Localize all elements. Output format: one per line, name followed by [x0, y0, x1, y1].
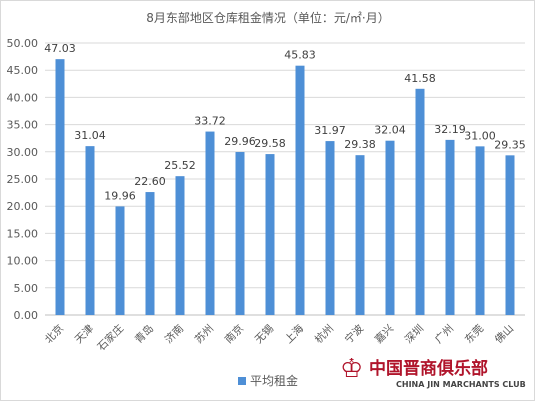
x-category-label: 广州: [433, 323, 456, 346]
bar: [235, 152, 245, 315]
bar: [295, 65, 305, 315]
y-tick-label: 10.00: [7, 255, 39, 268]
bar: [85, 146, 95, 315]
x-axis-labels: 北京 天津 石家庄 青岛 济南 苏州 南京 无锡 上海 杭州 宁波 嘉兴 深圳 广州 东莞 佛山: [42, 322, 516, 354]
x-category-label: 佛山: [492, 322, 516, 346]
x-category-label: 无锡: [252, 322, 276, 346]
bar: [475, 146, 485, 315]
y-tick-label: 25.00: [7, 173, 39, 186]
bar: [385, 140, 395, 315]
x-category-label: 东莞: [462, 322, 486, 346]
chart-title: 8月东部地区仓库租金情况（单位：元/㎡·月）: [146, 10, 390, 25]
data-label: 29.35: [494, 138, 526, 151]
data-label: 29.58: [254, 137, 286, 150]
data-label: 45.83: [284, 49, 316, 62]
bar: [325, 141, 335, 315]
x-category-label: 嘉兴: [372, 322, 396, 346]
data-label: 31.97: [314, 124, 346, 137]
bar: [145, 192, 155, 315]
data-label: 31.04: [74, 129, 106, 142]
x-category-label: 杭州: [312, 322, 336, 346]
bar: [55, 59, 65, 315]
legend: 平均租金: [238, 373, 298, 388]
bar: [115, 206, 125, 315]
watermark-cn: 中国晋商俱乐部: [369, 358, 488, 379]
y-tick-label: 0.00: [14, 309, 39, 322]
data-label: 19.96: [104, 189, 136, 202]
data-label: 22.60: [134, 175, 166, 188]
x-category-label: 上海: [282, 322, 306, 346]
data-label: 29.38: [344, 138, 376, 151]
y-axis-ticks: 0.00 5.00 10.00 15.00 20.00 25.00 30.00 35.00 40…: [7, 37, 39, 322]
watermark-en: CHINA JIN MARCHANTS CLUB: [396, 380, 526, 389]
legend-swatch: [238, 377, 246, 385]
x-category-label: 青岛: [132, 322, 156, 346]
bar: [205, 131, 215, 315]
y-tick-label: 5.00: [14, 282, 39, 295]
data-label: 32.04: [374, 124, 406, 137]
x-category-label: 宁波: [342, 322, 366, 346]
y-tick-label: 20.00: [7, 200, 39, 213]
data-label: 31.00: [464, 129, 496, 142]
bar: [415, 88, 425, 315]
legend-label: 平均租金: [250, 373, 298, 388]
y-tick-label: 30.00: [7, 146, 39, 159]
y-tick-label: 45.00: [7, 64, 39, 77]
bar: [505, 155, 515, 315]
bar: [355, 155, 365, 315]
bars: [55, 59, 515, 315]
x-category-label: 北京: [42, 322, 66, 346]
x-category-label: 深圳: [403, 323, 426, 346]
data-label: 33.72: [194, 115, 226, 128]
data-label: 32.19: [434, 123, 466, 136]
data-label: 47.03: [44, 42, 76, 55]
data-label: 25.52: [164, 159, 196, 172]
x-category-label: 苏州: [192, 322, 216, 346]
bar: [175, 176, 185, 315]
bar: [265, 154, 275, 315]
y-tick-label: 15.00: [7, 227, 39, 240]
gridlines: [45, 42, 525, 316]
x-category-label: 济南: [162, 322, 186, 346]
y-tick-label: 40.00: [7, 91, 39, 104]
data-label: 29.96: [224, 135, 256, 148]
data-label: 41.58: [404, 72, 436, 85]
y-tick-label: 35.00: [7, 119, 39, 132]
x-category-label: 天津: [73, 322, 97, 346]
y-tick-label: 50.00: [7, 37, 39, 50]
bar: [445, 139, 455, 315]
x-category-label: 石家庄: [95, 322, 126, 353]
watermark-logo-icon: ♔: [340, 354, 363, 384]
x-category-label: 南京: [222, 322, 246, 346]
watermark: ♔ 中国晋商俱乐部 CHINA JIN MARCHANTS CLUB: [340, 354, 526, 389]
